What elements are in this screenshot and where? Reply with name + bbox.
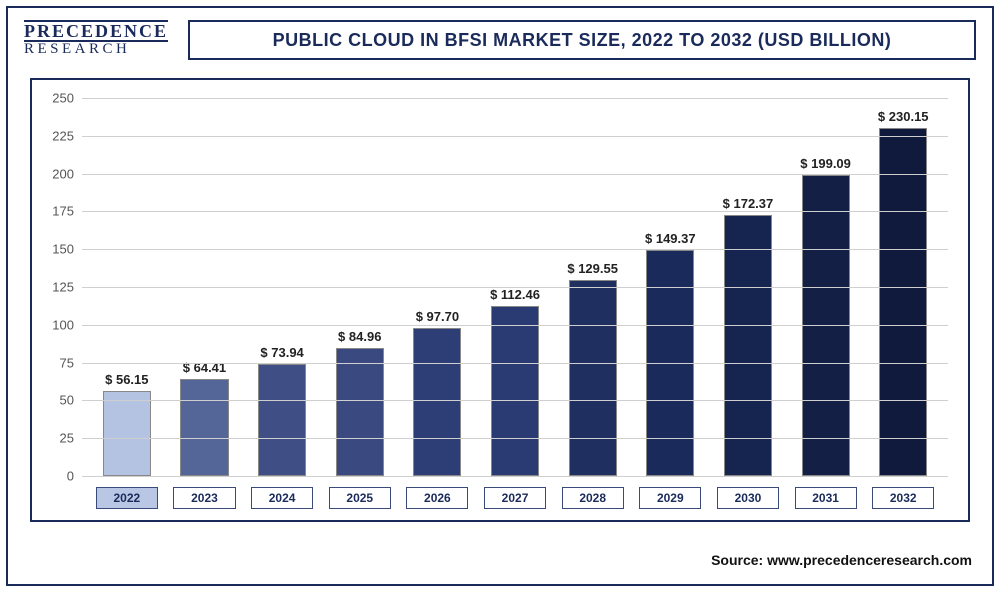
- x-category-label: 2030: [717, 487, 779, 509]
- x-category-box: 2024: [243, 484, 321, 512]
- x-category-label: 2028: [562, 487, 624, 509]
- x-category-label: 2031: [795, 487, 857, 509]
- bar: [180, 379, 228, 476]
- brand-logo: PRECEDENCE RESEARCH: [24, 20, 168, 57]
- gridline: [82, 363, 948, 364]
- y-tick-label: 225: [52, 128, 82, 143]
- y-tick-label: 125: [52, 280, 82, 295]
- gridline: [82, 400, 948, 401]
- gridline: [82, 476, 948, 477]
- bar-value-label: $ 112.46: [490, 287, 540, 302]
- logo-line-1: PRECEDENCE: [24, 20, 168, 42]
- y-tick-label: 25: [60, 431, 82, 446]
- gridline: [82, 325, 948, 326]
- y-tick-label: 0: [67, 469, 82, 484]
- x-category-box: 2032: [864, 484, 942, 512]
- bar: [491, 306, 539, 476]
- gridline: [82, 98, 948, 99]
- y-tick-label: 175: [52, 204, 82, 219]
- bar-value-label: $ 149.37: [645, 231, 696, 246]
- gridline: [82, 249, 948, 250]
- x-category-box: 2023: [166, 484, 244, 512]
- x-axis-row: 2022 2023 2024 2025 2026 2027 2028 2029 2030 2031…: [82, 484, 948, 512]
- x-category-label: 2024: [251, 487, 313, 509]
- x-category-box: 2031: [787, 484, 865, 512]
- bar-value-label: $ 84.96: [338, 329, 381, 344]
- x-category-label: 2027: [484, 487, 546, 509]
- x-category-box: 2028: [554, 484, 632, 512]
- x-category-label: 2026: [406, 487, 468, 509]
- source-attribution: Source: www.precedenceresearch.com: [711, 552, 972, 568]
- gridline: [82, 287, 948, 288]
- y-tick-label: 250: [52, 91, 82, 106]
- bar-value-label: $ 56.15: [105, 372, 148, 387]
- y-tick-label: 100: [52, 317, 82, 332]
- bar-value-label: $ 97.70: [416, 309, 459, 324]
- bar: [413, 328, 461, 476]
- chart-frame: PRECEDENCE RESEARCH PUBLIC CLOUD IN BFSI…: [6, 6, 994, 586]
- bar: [569, 280, 617, 476]
- gridline: [82, 136, 948, 137]
- bar-value-label: $ 230.15: [878, 109, 929, 124]
- bar-value-label: $ 172.37: [723, 196, 774, 211]
- bar: [336, 348, 384, 476]
- x-category-box: 2026: [399, 484, 477, 512]
- x-category-label: 2029: [639, 487, 701, 509]
- x-category-box: 2022: [88, 484, 166, 512]
- x-category-box: 2030: [709, 484, 787, 512]
- x-category-label: 2032: [872, 487, 934, 509]
- bar-value-label: $ 129.55: [567, 261, 618, 276]
- gridline: [82, 211, 948, 212]
- plot-area: $ 56.15$ 64.41$ 73.94$ 84.96$ 97.70$ 112…: [30, 78, 970, 522]
- x-category-label: 2023: [173, 487, 235, 509]
- y-tick-label: 50: [60, 393, 82, 408]
- gridline: [82, 438, 948, 439]
- bar-value-label: $ 199.09: [800, 156, 851, 171]
- plot-inner: $ 56.15$ 64.41$ 73.94$ 84.96$ 97.70$ 112…: [82, 98, 948, 476]
- bar: [258, 364, 306, 476]
- y-tick-label: 150: [52, 242, 82, 257]
- bar: [724, 215, 772, 476]
- x-category-box: 2027: [476, 484, 554, 512]
- bar: [103, 391, 151, 476]
- x-category-box: 2025: [321, 484, 399, 512]
- y-tick-label: 200: [52, 166, 82, 181]
- x-category-box: 2029: [631, 484, 709, 512]
- gridline: [82, 174, 948, 175]
- logo-line-2: RESEARCH: [24, 43, 168, 57]
- y-tick-label: 75: [60, 355, 82, 370]
- bar-value-label: $ 73.94: [260, 345, 303, 360]
- x-category-label: 2025: [329, 487, 391, 509]
- chart-title: PUBLIC CLOUD IN BFSI MARKET SIZE, 2022 T…: [188, 20, 976, 60]
- bar: [879, 128, 927, 476]
- x-category-label: 2022: [96, 487, 158, 509]
